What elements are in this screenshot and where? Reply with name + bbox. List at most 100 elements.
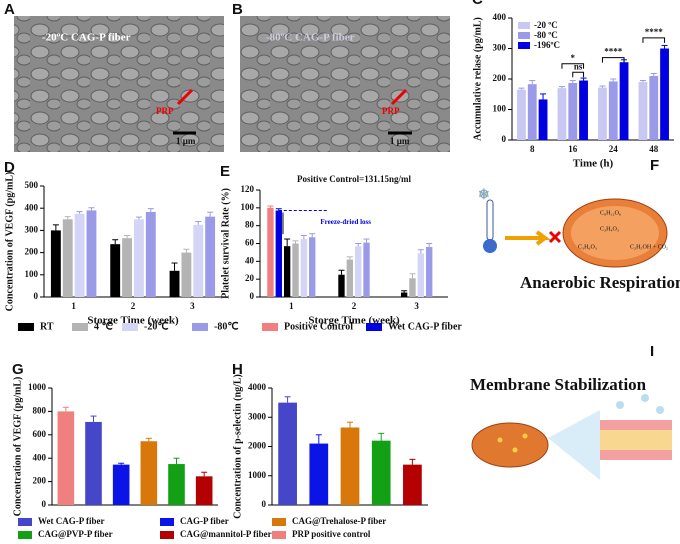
molecule: [641, 394, 649, 402]
bar: [57, 411, 75, 505]
legend-label: Positive Control: [284, 321, 353, 332]
granule: [497, 437, 503, 443]
bar: [112, 464, 130, 505]
legend-label: -20 ºC: [534, 20, 558, 30]
scale-label: 1 μm: [390, 136, 410, 146]
diagram-title: Membrane Stabilization: [470, 375, 647, 394]
y-tick-label: 0: [42, 499, 47, 509]
legend-label: CAG@Trehalose-P fiber: [292, 516, 386, 526]
bar: [193, 224, 204, 297]
significance-label: ****: [604, 47, 623, 57]
arrow: [176, 88, 194, 106]
significance-bracket: [642, 37, 666, 43]
x-tick-label: 8: [530, 144, 535, 154]
y-tick-label: 100: [493, 104, 507, 114]
molecule: [616, 401, 624, 409]
y-tick-label: 80: [245, 220, 255, 230]
bar: [568, 82, 578, 140]
bar: [168, 464, 185, 505]
thermometer: [486, 199, 494, 241]
significance-label: ****: [645, 27, 664, 37]
arrow: [390, 88, 408, 106]
bar: [619, 62, 629, 140]
legend-label: Wet CAG-P fiber: [38, 516, 105, 526]
formula: C₃H₄O₃: [600, 226, 619, 232]
legend-swatch: [18, 323, 34, 331]
legend-label: CAG@mannitol-P fiber: [180, 529, 272, 539]
significance-bracket: [572, 71, 585, 78]
bar: [50, 230, 61, 297]
y-tick-label: 200: [25, 247, 39, 257]
y-tick-label: 500: [25, 180, 39, 190]
diagram-f: F ❄ Anaerobic Respiration: [478, 157, 680, 292]
bar: [74, 213, 85, 297]
membrane-tails: [600, 430, 672, 450]
legend-label: -80℃: [214, 321, 239, 332]
panel-letter: E: [220, 163, 230, 180]
significance-bracket: [561, 63, 585, 69]
y-tick-label: 40: [245, 255, 255, 265]
y-axis-label: Platelet survival Rate (%): [220, 188, 231, 299]
x-tick-label: 16: [568, 144, 578, 154]
y-tick-label: 0: [502, 134, 507, 144]
legend-swatch: [272, 531, 286, 539]
cell: [471, 422, 549, 468]
diagram-i: I Membrane Stabilization: [470, 343, 672, 480]
bar: [579, 80, 588, 140]
image-label: -20ºC CAG-P fiber: [42, 32, 131, 44]
formula: C₂H₅OH + CO₂: [630, 244, 668, 250]
bar: [85, 421, 102, 505]
bar: [309, 237, 316, 297]
scale-label: 1 μm: [176, 136, 196, 146]
y-tick-label: 200: [33, 476, 47, 486]
bar: [346, 259, 353, 297]
significance-label: ns: [574, 61, 583, 71]
sem-image-a: A -20ºC CAG-P fiber PRP 1 μm: [4, 1, 224, 152]
panel-letter: A: [4, 1, 15, 18]
thermometer-bulb: [483, 239, 497, 253]
diagram-title: Anaerobic Respiration: [520, 273, 680, 292]
panel-letter: F: [650, 157, 659, 174]
x-tick-label: 1: [71, 301, 76, 311]
molecule: [656, 406, 664, 414]
bar: [267, 207, 274, 297]
bar: [140, 441, 158, 505]
bar: [417, 253, 425, 297]
x-axis-label: Time (h): [573, 158, 614, 170]
legend-label: 4 ℃: [94, 321, 113, 332]
y-tick-label: 0: [262, 499, 267, 509]
bar: [527, 84, 537, 140]
bar: [517, 89, 526, 140]
bar: [110, 244, 121, 297]
bar: [309, 443, 329, 505]
bar: [409, 278, 416, 297]
sem-photo: [14, 16, 224, 152]
legend-swatch: [18, 531, 32, 539]
y-tick-label: 0: [250, 291, 255, 301]
y-tick-label: 1000: [28, 382, 47, 392]
y-tick-label: 0: [34, 291, 39, 301]
legend-label: -196ºC: [534, 40, 560, 50]
x-tick-label: 3: [190, 301, 195, 311]
membrane-heads: [600, 420, 672, 430]
panel-letter: D: [4, 159, 15, 176]
significance-label: *: [571, 53, 576, 63]
significance-bracket: [601, 57, 625, 63]
x-tick-label: 24: [609, 144, 619, 154]
arrow: [505, 230, 551, 246]
bar: [649, 75, 659, 140]
y-tick-label: 400: [25, 202, 39, 212]
panel-letter: B: [232, 1, 243, 18]
y-tick-label: 600: [33, 429, 47, 439]
y-tick-label: 200: [493, 73, 507, 83]
y-axis-label: Concentration of VEGF (pg/mL): [12, 377, 23, 517]
bar: [86, 210, 97, 297]
legend-label: -80 ºC: [534, 30, 558, 40]
bar: [598, 87, 607, 140]
panel-letter: H: [232, 361, 243, 378]
bar: [371, 440, 391, 505]
x-axis-label: Storge Time (week): [87, 315, 179, 327]
panel-letter: G: [12, 361, 24, 378]
bar: [608, 81, 618, 140]
